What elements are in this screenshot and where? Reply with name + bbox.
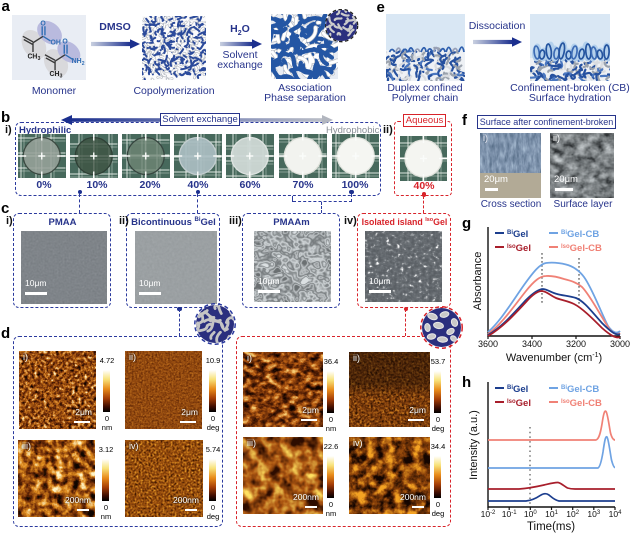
svg-text:IsoGel-CB: IsoGel-CB: [561, 398, 602, 409]
svg-text:O: O: [62, 39, 68, 46]
svg-text:Absorbance: Absorbance: [472, 252, 484, 311]
svg-text:BiGel-CB: BiGel-CB: [561, 384, 599, 395]
svg-text:3200: 3200: [566, 339, 586, 349]
svg-text:3: 3: [60, 74, 63, 80]
svg-text:3400: 3400: [522, 339, 542, 349]
svg-text:Wavenumber (cm-1): Wavenumber (cm-1): [506, 352, 602, 364]
svg-text:OH: OH: [50, 40, 60, 47]
svg-text:Time(ms): Time(ms): [527, 521, 575, 533]
svg-text:Intensity (a.u.): Intensity (a.u.): [468, 410, 480, 480]
svg-text:10-1: 10-1: [502, 509, 517, 519]
svg-text:O: O: [40, 20, 46, 27]
svg-text:CH: CH: [27, 53, 37, 60]
svg-text:3: 3: [38, 56, 41, 62]
svg-text:3000: 3000: [610, 339, 630, 349]
svg-text:104: 104: [609, 509, 622, 519]
svg-text:2: 2: [82, 61, 85, 67]
svg-text:CH: CH: [50, 71, 60, 78]
svg-text:103: 103: [587, 509, 600, 519]
svg-text:101: 101: [545, 509, 558, 519]
svg-text:10-2: 10-2: [481, 509, 496, 519]
svg-text:BiGel: BiGel: [507, 229, 528, 240]
svg-text:102: 102: [566, 509, 579, 519]
svg-text:BiGel: BiGel: [507, 384, 528, 395]
svg-text:IsoGel-CB: IsoGel-CB: [561, 243, 602, 254]
svg-text:BiGel-CB: BiGel-CB: [561, 229, 599, 240]
svg-text:NH: NH: [72, 58, 82, 65]
svg-text:100: 100: [524, 509, 537, 519]
svg-text:IsoGel: IsoGel: [507, 398, 531, 409]
svg-text:IsoGel: IsoGel: [507, 243, 531, 254]
svg-text:3600: 3600: [478, 339, 498, 349]
